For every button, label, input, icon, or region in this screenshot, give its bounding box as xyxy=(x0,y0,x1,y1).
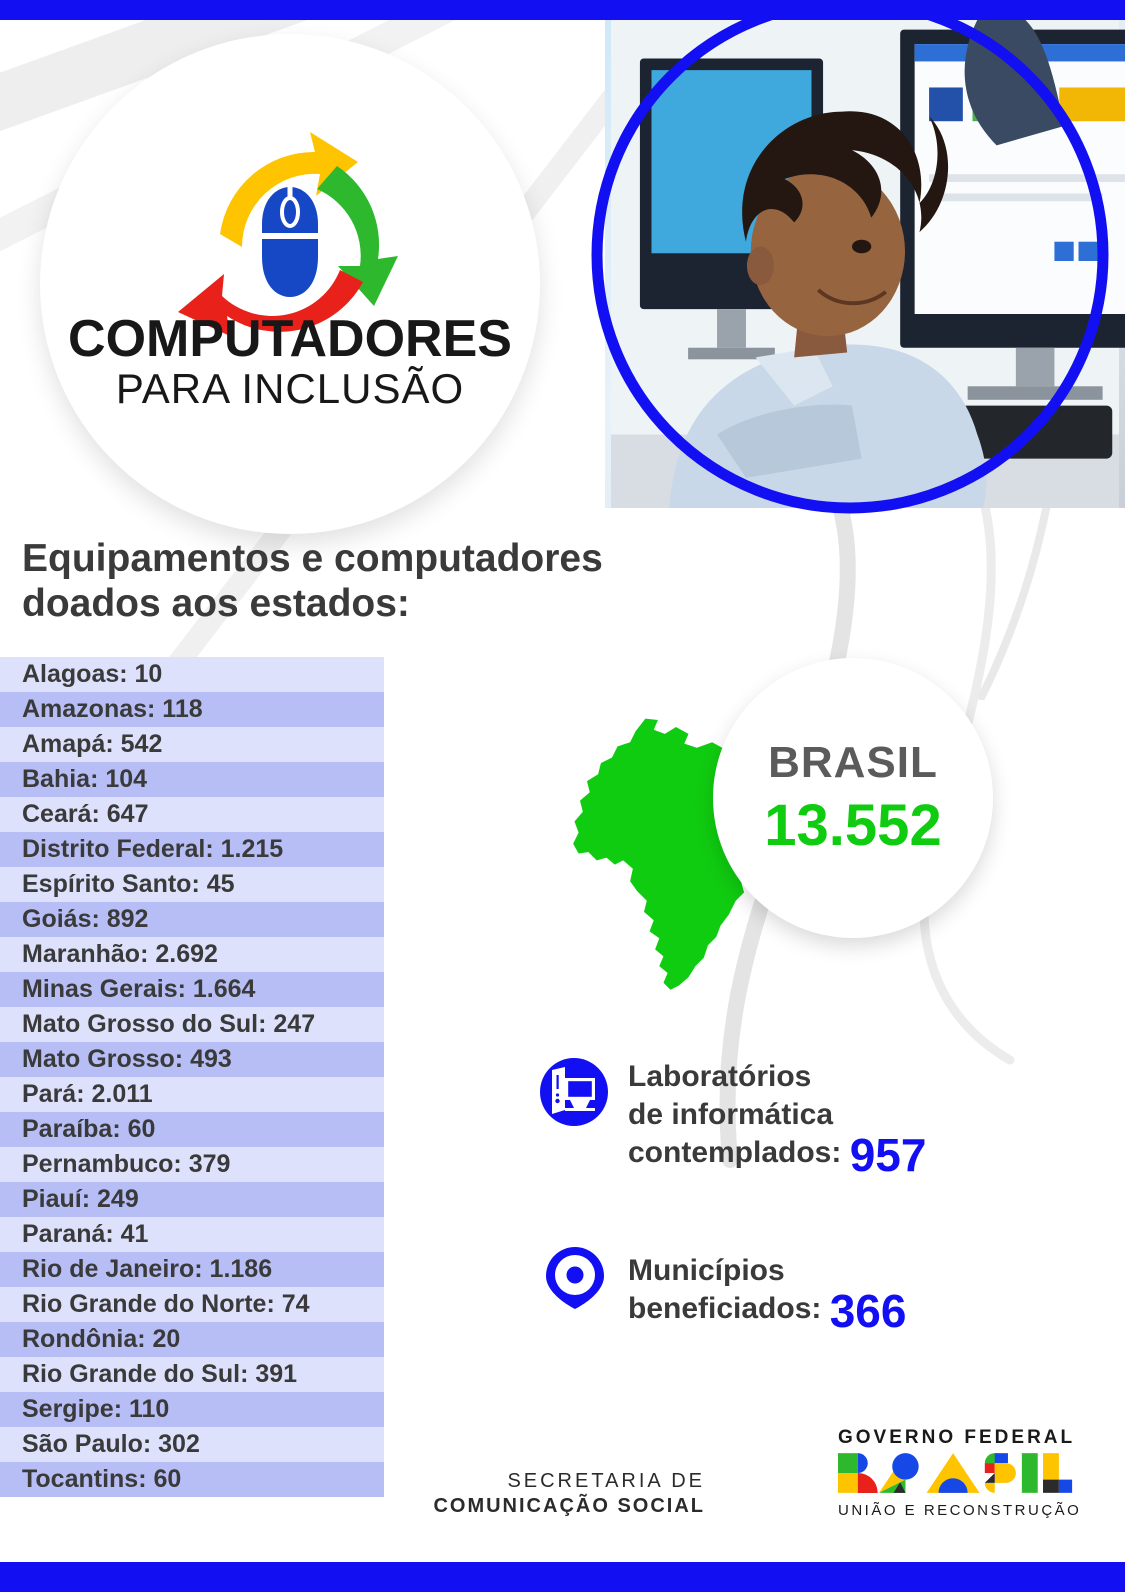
svg-text:COMPUTADORES: COMPUTADORES xyxy=(68,310,512,368)
svg-text:PARA INCLUSÃO: PARA INCLUSÃO xyxy=(116,365,464,412)
